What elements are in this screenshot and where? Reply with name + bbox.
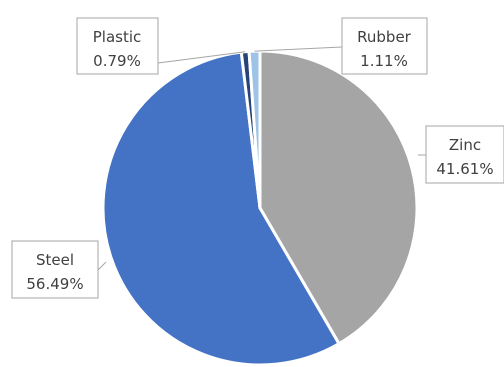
label-steel-name: Steel xyxy=(36,251,74,269)
label-zinc-name: Zinc xyxy=(449,136,481,154)
leader-line-steel xyxy=(98,262,106,270)
label-steel-value: 56.49% xyxy=(26,275,83,293)
pie-slices xyxy=(103,51,417,365)
label-zinc-value: 41.61% xyxy=(436,160,493,178)
label-rubber-name: Rubber xyxy=(357,28,412,46)
leader-line-rubber xyxy=(255,47,343,51)
callout-plastic: Plastic 0.79% xyxy=(77,18,158,74)
label-plastic-name: Plastic xyxy=(93,28,142,46)
callout-steel: Steel 56.49% xyxy=(12,241,98,298)
callout-zinc: Zinc 41.61% xyxy=(426,126,504,183)
label-rubber-value: 1.11% xyxy=(360,52,408,70)
callout-rubber: Rubber 1.11% xyxy=(342,18,427,74)
label-plastic-value: 0.79% xyxy=(93,52,141,70)
